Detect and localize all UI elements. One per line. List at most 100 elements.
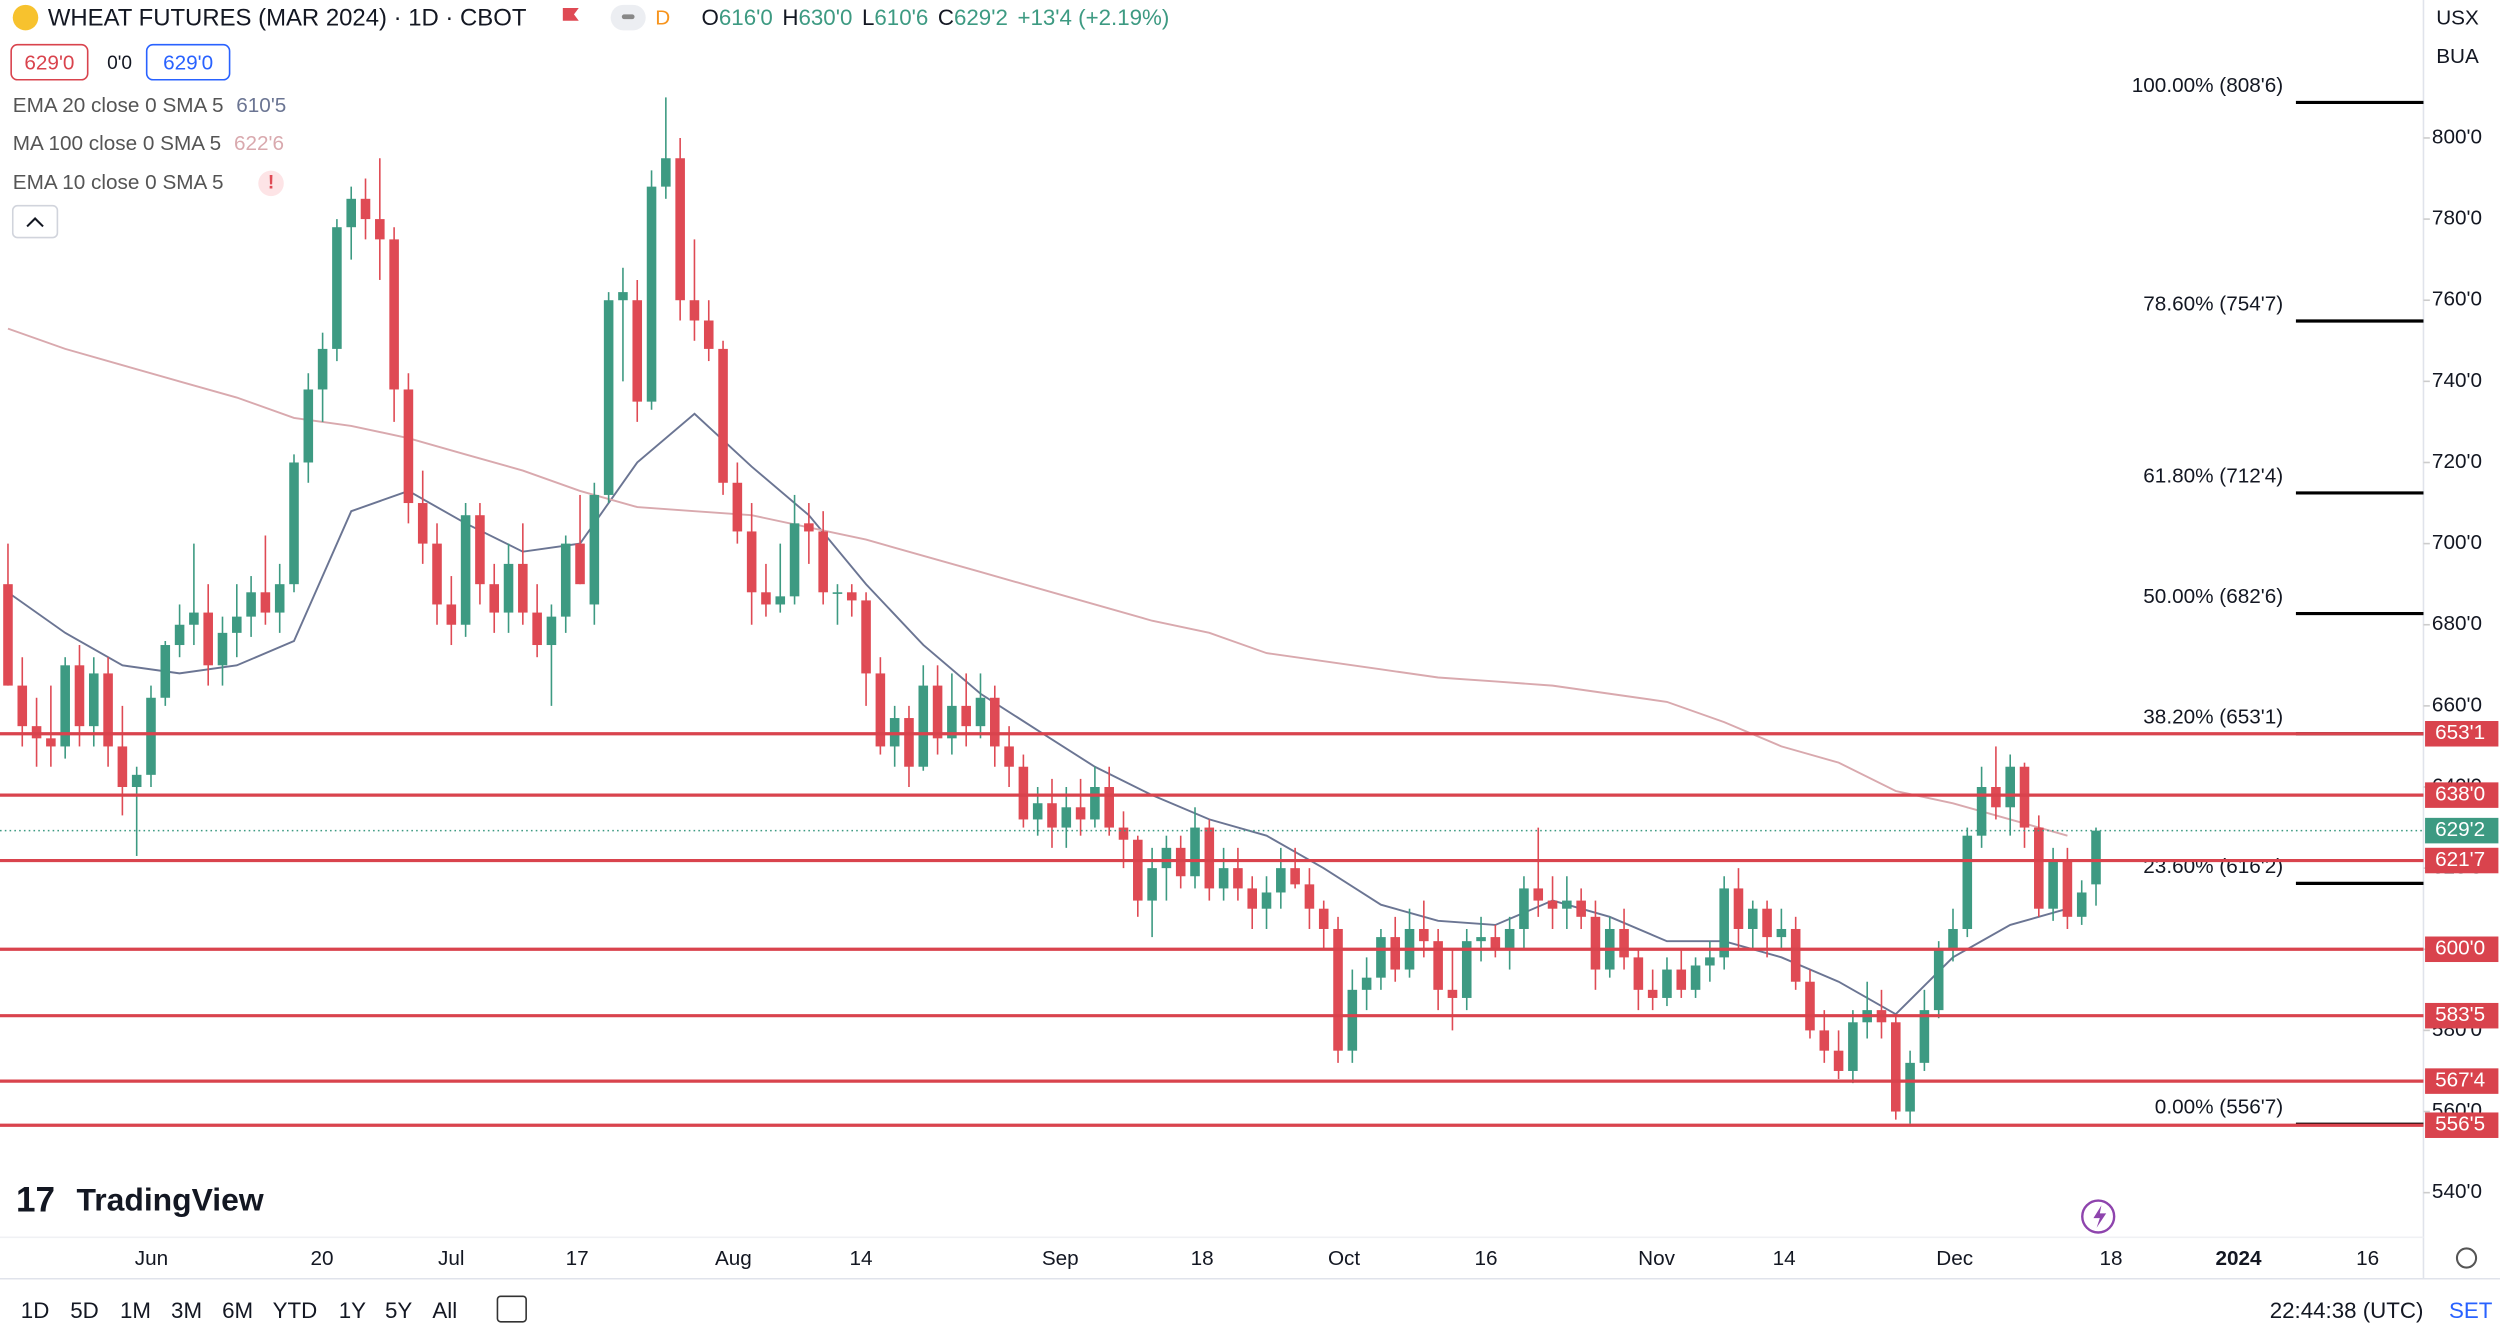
candle-body <box>1490 937 1501 950</box>
candle-body <box>1476 937 1486 942</box>
candle-body <box>904 718 914 767</box>
range-button[interactable]: 6M <box>222 1298 253 1323</box>
range-button[interactable]: YTD <box>273 1298 318 1323</box>
candle-body <box>1376 937 1386 978</box>
x-tick-label: Oct <box>1328 1247 1360 1270</box>
ohlc-key: O <box>702 5 719 30</box>
candle-body <box>1805 981 1815 1031</box>
range-button[interactable]: All <box>432 1298 457 1323</box>
candle-body <box>1104 787 1114 828</box>
candle-body <box>932 685 943 739</box>
candle-body <box>360 198 371 220</box>
indicator-name: EMA 20 close 0 SMA 5 <box>13 94 224 117</box>
candle-body <box>74 665 85 727</box>
change: +13'4 (+2.19%) <box>1017 5 1169 30</box>
fib-label: 61.80% (712'4) <box>2143 464 2283 487</box>
candle-body <box>1333 928 1343 1051</box>
candle-body <box>2034 827 2044 909</box>
range-button[interactable]: 1D <box>21 1298 50 1323</box>
date-range-icon[interactable] <box>496 1295 527 1323</box>
x-tick-label: Sep <box>1042 1247 1079 1270</box>
ohlc-value: 629'2 <box>954 5 1008 30</box>
candle-body <box>1790 928 1801 982</box>
session[interactable]: SET <box>2449 1298 2493 1323</box>
candle-body <box>804 523 814 532</box>
x-tick-label: 16 <box>2356 1247 2379 1270</box>
spread: 0'0 <box>107 53 132 74</box>
candle-body <box>1433 941 1443 990</box>
indicator-legend: EMA 20 close 0 SMA 5 610'5 <box>13 94 287 117</box>
range-button[interactable]: 1M <box>120 1298 151 1323</box>
candle-body <box>1161 847 1172 869</box>
candle-body <box>1390 937 1401 970</box>
candle-body <box>1419 928 1429 942</box>
level-tag <box>2425 782 2499 808</box>
collapse-button[interactable] <box>11 204 59 239</box>
candle-body <box>1833 1050 1844 1071</box>
y-tick-label: 660'0 <box>2432 693 2482 716</box>
candle-body <box>718 348 728 483</box>
level-tag <box>2425 1068 2499 1094</box>
candle-body <box>2062 860 2073 917</box>
candle-body <box>417 503 428 544</box>
candle-body <box>918 685 929 767</box>
candle-body <box>375 219 385 240</box>
candle-body <box>303 389 314 463</box>
candle-body <box>789 523 800 597</box>
candle-body <box>1547 900 1558 909</box>
candle-body <box>1905 1062 1915 1112</box>
settings-icon[interactable] <box>2455 1247 2478 1269</box>
candle-body <box>518 563 528 613</box>
level-tag <box>2425 936 2499 963</box>
y-tick-label: 800'0 <box>2432 125 2482 148</box>
candle-body <box>703 320 714 349</box>
range-button[interactable]: 3M <box>171 1298 202 1323</box>
candle-body <box>1361 977 1372 990</box>
x-tick-label: 2024 <box>2215 1247 2262 1270</box>
x-tick-label: Jul <box>438 1247 465 1270</box>
candle-body <box>1948 928 1958 950</box>
candle-body <box>1733 888 1744 929</box>
candle-body <box>1190 827 1200 877</box>
flag-icon[interactable] <box>562 8 579 21</box>
y-tick-label: 680'0 <box>2432 612 2482 635</box>
range-button[interactable]: 5Y <box>385 1298 412 1323</box>
y-tick-label: 760'0 <box>2432 288 2482 311</box>
candle-body <box>1061 807 1072 828</box>
candle-body <box>131 774 142 788</box>
fib-label: 38.20% (653'1) <box>2143 705 2283 728</box>
unit-menu[interactable]: BUA <box>2436 45 2479 68</box>
candle-body <box>88 673 99 727</box>
candle-body <box>1590 916 1601 970</box>
candle-body <box>274 584 285 613</box>
market-badge: D <box>655 7 670 30</box>
symbol-title[interactable]: WHEAT FUTURES (MAR 2024) · 1D · CBOT <box>48 4 527 31</box>
bid-box[interactable] <box>10 43 89 81</box>
candle-body <box>2091 830 2101 885</box>
candle-body <box>1976 787 1987 836</box>
ask-box[interactable] <box>145 43 231 81</box>
candle-body <box>1504 928 1515 950</box>
candle-body <box>846 592 857 601</box>
candle-body <box>46 738 56 747</box>
toggle-dash <box>621 14 635 20</box>
candle-body <box>646 186 657 402</box>
candle-body <box>1919 1010 1930 1063</box>
range-button[interactable]: 5D <box>70 1298 99 1323</box>
candle-body <box>460 515 471 625</box>
x-tick-label: 14 <box>849 1247 872 1270</box>
alert-bolt <box>2093 1205 2107 1228</box>
candle-body <box>232 616 242 633</box>
candle-body <box>403 389 414 504</box>
ohlc-value: 610'6 <box>874 5 928 30</box>
range-button[interactable]: 1Y <box>339 1298 366 1323</box>
candle-body <box>961 705 971 727</box>
level-label: 600'0 <box>2435 937 2485 960</box>
candle-body <box>589 494 600 605</box>
level-tag <box>2425 1112 2499 1138</box>
candle-body <box>1090 787 1100 820</box>
currency-menu[interactable]: USX <box>2436 7 2479 30</box>
